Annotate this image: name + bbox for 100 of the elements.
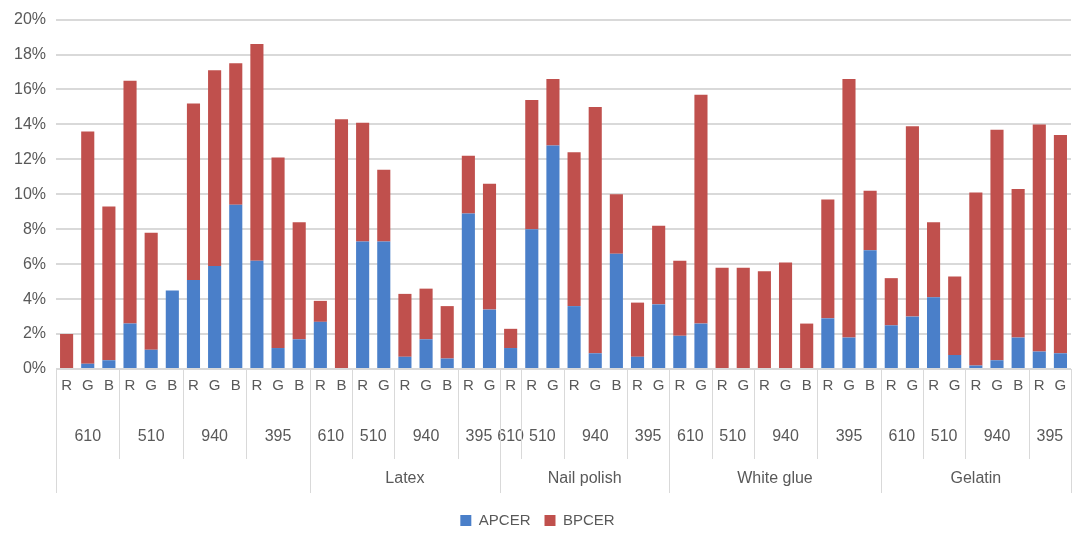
bar <box>377 241 391 368</box>
bar <box>1011 189 1025 338</box>
text: 610 <box>677 427 704 445</box>
x-tick-label: R <box>632 376 644 394</box>
bar <box>588 353 602 368</box>
y-tick-label: 16% <box>13 79 47 97</box>
bar <box>948 276 962 356</box>
x-tick-label: R <box>568 376 580 394</box>
x-tick-label: R <box>505 376 517 394</box>
x-tick-label: G <box>589 376 602 394</box>
bar <box>1053 134 1067 354</box>
bar <box>969 192 983 366</box>
bar <box>630 302 645 357</box>
x-tick-label: B <box>1013 376 1024 394</box>
bar <box>504 328 518 349</box>
x-tick-label: B <box>611 376 622 394</box>
bar <box>208 70 222 266</box>
bar <box>546 79 560 146</box>
bar <box>461 155 475 214</box>
x-tick-label: B <box>294 376 305 394</box>
bar <box>123 80 137 324</box>
bar <box>842 79 856 338</box>
x-tick-label: B <box>230 376 241 394</box>
text: Gelatin <box>950 469 1002 487</box>
y-tick-label: 0% <box>22 359 47 377</box>
x-tick-label: R <box>758 376 770 394</box>
bar <box>927 222 941 298</box>
text: 940 <box>201 427 229 445</box>
x-tick-label: B <box>801 376 812 394</box>
y-tick-label: 14% <box>13 114 47 132</box>
bar <box>229 204 243 368</box>
bar <box>778 262 793 368</box>
x-tick-label: G <box>991 376 1003 394</box>
text: 510 <box>529 427 556 445</box>
x-tick-label: G <box>948 376 961 394</box>
y-tick-label: 8% <box>22 219 47 237</box>
y-tick-label: 18% <box>13 44 47 62</box>
bar <box>377 169 391 242</box>
bar <box>292 222 306 340</box>
bar <box>271 157 285 349</box>
x-tick-label: R <box>462 376 474 394</box>
bar <box>884 325 898 368</box>
bar <box>652 225 666 305</box>
x-tick-label: G <box>483 376 496 394</box>
x-tick-label: R <box>970 376 982 394</box>
bar <box>250 44 264 261</box>
bar <box>863 250 877 368</box>
bar <box>482 183 497 310</box>
text: 395 <box>465 427 493 445</box>
bar <box>673 335 687 368</box>
text: 510 <box>719 427 747 445</box>
x-tick-label: G <box>81 376 94 394</box>
text: 395 <box>634 427 662 445</box>
x-tick-label: G <box>695 376 707 394</box>
bar <box>208 265 222 368</box>
bar <box>1053 353 1067 368</box>
x-tick-label: R <box>885 376 897 394</box>
bar <box>313 300 327 322</box>
bar <box>694 323 708 368</box>
text: 940 <box>772 427 799 445</box>
text: 395 <box>264 427 292 445</box>
bar <box>123 323 137 368</box>
text: 610 <box>74 427 102 445</box>
bar <box>482 309 497 368</box>
bar <box>567 152 581 307</box>
y-tick-label: 2% <box>22 324 47 342</box>
x-tick-label: G <box>547 376 559 394</box>
bar <box>842 337 856 368</box>
bar <box>673 260 687 336</box>
bar <box>229 63 243 205</box>
bar <box>609 253 623 368</box>
bar <box>292 339 306 368</box>
bar <box>905 316 919 368</box>
text: 510 <box>359 427 387 445</box>
bar <box>525 229 539 368</box>
text: 510 <box>930 427 958 445</box>
x-tick-label: B <box>167 376 178 394</box>
x-tick-label: G <box>843 376 855 394</box>
x-tick-label: B <box>865 376 876 394</box>
bar <box>630 356 645 368</box>
bar <box>504 348 518 368</box>
bar <box>927 297 941 368</box>
bar <box>461 213 475 368</box>
x-tick-label: G <box>377 376 390 394</box>
text: 510 <box>137 427 165 445</box>
y-tick-label: 6% <box>22 254 47 272</box>
x-tick-label: G <box>208 376 221 394</box>
bar <box>567 306 581 368</box>
y-tick-label: 10% <box>13 184 47 202</box>
x-tick-label: R <box>188 376 200 394</box>
text: 940 <box>581 427 609 445</box>
bar <box>144 349 158 368</box>
y-tick-label: 12% <box>13 149 47 167</box>
x-tick-label: B <box>103 376 114 394</box>
bar <box>757 271 771 368</box>
bar <box>271 348 285 368</box>
x-tick-label: B <box>336 376 347 394</box>
bar <box>821 199 835 319</box>
y-tick-label: 4% <box>22 289 47 307</box>
bar <box>186 103 201 280</box>
